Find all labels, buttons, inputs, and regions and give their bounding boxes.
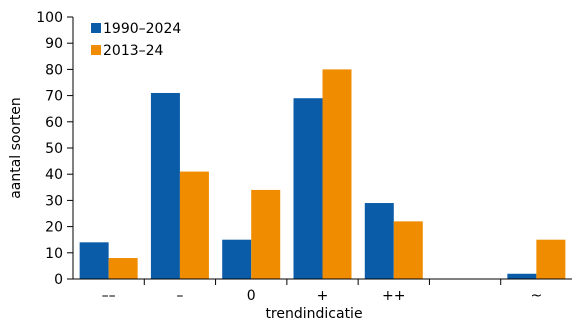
bars <box>79 69 566 280</box>
y-tick-label: 0 <box>54 272 63 288</box>
bar-series-1 <box>150 92 180 279</box>
x-tick-label: ~ <box>530 288 542 304</box>
bar-series-2 <box>393 221 423 279</box>
y-tick-label: 10 <box>45 246 63 262</box>
legend-swatch <box>91 23 101 33</box>
legend-label: 2013–24 <box>103 43 164 59</box>
bar-series-1 <box>364 203 394 279</box>
x-tick-label: ++ <box>382 288 405 304</box>
x-tick-label: + <box>317 288 329 304</box>
y-tick-label: 80 <box>45 62 63 78</box>
bar-series-2 <box>322 69 352 280</box>
bar-series-2 <box>179 171 209 279</box>
y-tick-label: 50 <box>45 141 63 157</box>
y-tick-label: 90 <box>45 36 63 52</box>
x-tick-label: –– <box>102 288 116 304</box>
y-tick-label: 100 <box>36 10 63 26</box>
y-axis-ticks: 0 10 20 30 40 50 60 70 80 90 100 <box>36 10 73 288</box>
y-tick-label: 60 <box>45 115 63 131</box>
legend-label: 1990–2024 <box>103 21 181 37</box>
y-tick-label: 20 <box>45 220 63 236</box>
bar-series-1 <box>79 242 109 279</box>
x-tick-label: 0 <box>247 288 256 304</box>
bar-series-2 <box>108 258 138 279</box>
bar-series-1 <box>222 239 252 279</box>
y-tick-label: 40 <box>45 167 63 183</box>
legend-swatch <box>91 45 101 55</box>
y-tick-label: 30 <box>45 193 63 209</box>
x-axis-title: trendindicatie <box>265 306 362 322</box>
legend: 1990–2024 2013–24 <box>91 21 181 59</box>
bar-series-1 <box>293 98 323 279</box>
y-axis-title: aantal soorten <box>8 97 24 199</box>
y-tick-label: 70 <box>45 89 63 105</box>
x-axis-ticks: –– –0 + ++ ~ <box>102 279 542 304</box>
bar-series-2 <box>536 239 566 279</box>
bar-series-1 <box>507 273 537 279</box>
bar-series-2 <box>251 189 281 279</box>
x-tick-label: – <box>176 288 183 304</box>
